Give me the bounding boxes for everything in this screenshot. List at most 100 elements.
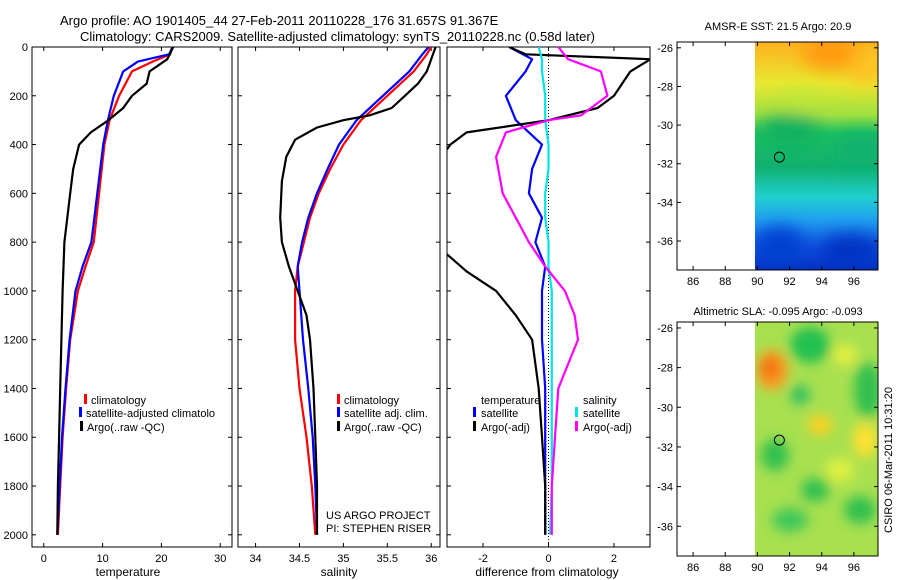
salinity-legend: climatology satellite adj. clim. Argo(..… — [337, 394, 428, 434]
profile-location-marker — [773, 434, 785, 446]
credit-label: CSIRO 06-Mar-2011 10:31:20 — [883, 387, 895, 533]
sst-cold-blob — [820, 235, 878, 265]
y-tick-label: 2000 — [4, 530, 28, 542]
series-group — [447, 47, 650, 535]
legend-swatch-temp-satellite — [473, 407, 476, 417]
project-annotation-line1: US ARGO PROJECT — [326, 510, 431, 522]
x-tick-label: 36 — [425, 553, 437, 565]
legend-swatch-satellite-adjusted — [79, 407, 82, 417]
lat-tick-label: -30 — [657, 120, 673, 132]
sla-map-title: Altimetric SLA: -0.095 Argo: -0.093 — [693, 306, 862, 318]
legend-label-sal-argo: Argo(-adj) — [583, 422, 632, 434]
legend-swatch-sal-satellite — [575, 407, 578, 417]
series-group — [279, 47, 437, 535]
profile-location-marker — [773, 151, 785, 163]
x-tick-label: 35 — [337, 553, 349, 565]
lon-tick-label: 96 — [848, 276, 860, 288]
lon-tick-label: 90 — [751, 276, 763, 288]
lon-tick-label: 86 — [687, 276, 699, 288]
lon-tick-label: 90 — [751, 562, 763, 574]
sst-warm-blob — [847, 56, 878, 84]
y-tick-label: 0 — [22, 42, 28, 54]
temperature-xlabel: temperature — [96, 565, 161, 579]
lat-tick-label: -34 — [657, 482, 673, 494]
sst-cool-blob — [760, 114, 820, 146]
series-line-climatology — [294, 47, 433, 535]
sla-low-blob — [844, 496, 876, 524]
x-tick-label: 34 — [249, 553, 261, 565]
legend-label-satellite-adjusted: satellite adj. clim. — [344, 408, 428, 420]
sla-low-blob — [854, 362, 878, 418]
sla-mid-blob — [826, 458, 854, 482]
legend-swatch-sal-argo — [575, 421, 578, 431]
lat-tick-label: -36 — [657, 236, 673, 248]
sst-cool-blob — [835, 134, 878, 166]
lon-tick-label: 96 — [848, 562, 860, 574]
project-annotation-line2: PI: STEPHEN RISER — [326, 523, 431, 535]
lat-tick-label: -26 — [657, 43, 673, 55]
salinity-axes-box — [237, 46, 441, 548]
legend-swatch-temp-argo — [473, 421, 476, 431]
legend-label-sal-satellite: satellite — [583, 408, 620, 420]
series-line-salinity-argo-adj- — [495, 47, 609, 535]
sst-warm-blob — [802, 42, 858, 70]
y-tick-label: 1400 — [4, 383, 28, 395]
series-line-satellite-adj-clim- — [296, 47, 430, 535]
y-tick-label: 200 — [10, 91, 28, 103]
lon-tick-label: 88 — [719, 562, 731, 574]
difference-panel: -2 0 2 difference from climatology tempera… — [446, 46, 651, 579]
sla-low-blob — [801, 478, 829, 502]
legend-heading-salinity: salinity — [583, 395, 617, 407]
lat-tick-label: -32 — [657, 442, 673, 454]
sst-map-title: AMSR-E SST: 21.5 Argo: 20.9 — [705, 21, 852, 33]
x-tick-label: 34.5 — [289, 553, 310, 565]
sst-light-blob — [778, 90, 822, 110]
difference-xlabel: difference from climatology — [475, 565, 618, 579]
x-tick-label: 2 — [611, 553, 617, 565]
sst-cold-blob — [755, 227, 805, 263]
lat-tick-label: -32 — [657, 159, 673, 171]
figure-title-line2: Climatology: CARS2009. Satellite-adjuste… — [80, 29, 595, 44]
x-tick-label: 30 — [214, 553, 226, 565]
x-tick-label: 20 — [155, 553, 167, 565]
series-line-salinity-satellite — [537, 47, 553, 535]
sla-low-blob — [790, 327, 830, 363]
legend-label-argo-raw: Argo(..raw -QC) — [87, 422, 165, 434]
lon-tick-label: 86 — [687, 562, 699, 574]
legend-label-climatology: climatology — [91, 395, 147, 407]
temperature-panel: 0 10 20 30 0 200 400 600 800 1000 1200 1400 1600 1800… — [4, 42, 233, 579]
series-line-temperature-argo-adj-deep — [447, 253, 547, 535]
y-tick-label: 400 — [10, 140, 28, 152]
sla-mid-blob — [833, 345, 857, 365]
lon-tick-label: 92 — [783, 276, 795, 288]
lat-tick-label: -30 — [657, 402, 673, 414]
y-tick-label: 1000 — [4, 286, 28, 298]
series-line-argo-raw-qc- — [56, 47, 175, 535]
series-group — [56, 47, 175, 535]
legend-label-temp-argo: Argo(-adj) — [481, 422, 530, 434]
temperature-axes-box — [31, 46, 233, 548]
lon-tick-label: 92 — [783, 562, 795, 574]
legend-label-temp-satellite: satellite — [481, 408, 518, 420]
lon-tick-label: 94 — [816, 276, 828, 288]
sst-map-panel: AMSR-E SST: 21.5 Argo: 20.9 86 88 90 92 94 96… — [657, 21, 879, 288]
legend-swatch-argo-raw — [80, 421, 83, 431]
lat-tick-label: -26 — [657, 323, 673, 335]
y-tick-label: 600 — [10, 188, 28, 200]
figure-title-line1: Argo profile: AO 1901405_44 27-Feb-2011 … — [60, 13, 499, 28]
legend-swatch-argo-raw — [337, 421, 340, 431]
lon-tick-label: 88 — [719, 276, 731, 288]
sla-high-blob — [853, 422, 877, 458]
legend-label-satellite-adjusted: satellite-adjusted climatolo — [86, 408, 215, 420]
y-tick-label: 1200 — [4, 335, 28, 347]
x-tick-label: 10 — [96, 553, 108, 565]
legend-swatch-climatology — [337, 394, 340, 404]
sla-map-frame — [676, 321, 879, 557]
legend-label-argo-raw: Argo(..raw -QC) — [344, 422, 422, 434]
sla-low-blob — [772, 508, 808, 532]
temperature-legend: climatology satellite-adjusted climatolo… — [79, 394, 215, 434]
sla-low-blob — [761, 439, 789, 471]
sst-map-frame — [676, 41, 879, 271]
x-tick-label: 0 — [41, 553, 47, 565]
